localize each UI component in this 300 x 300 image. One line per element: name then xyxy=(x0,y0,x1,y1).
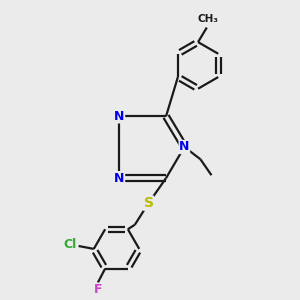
Text: F: F xyxy=(94,284,102,296)
Text: S: S xyxy=(143,196,154,210)
Text: N: N xyxy=(179,140,190,154)
Text: N: N xyxy=(114,110,124,123)
Text: N: N xyxy=(114,172,124,184)
Text: Cl: Cl xyxy=(64,238,77,251)
Text: CH₃: CH₃ xyxy=(198,14,219,24)
